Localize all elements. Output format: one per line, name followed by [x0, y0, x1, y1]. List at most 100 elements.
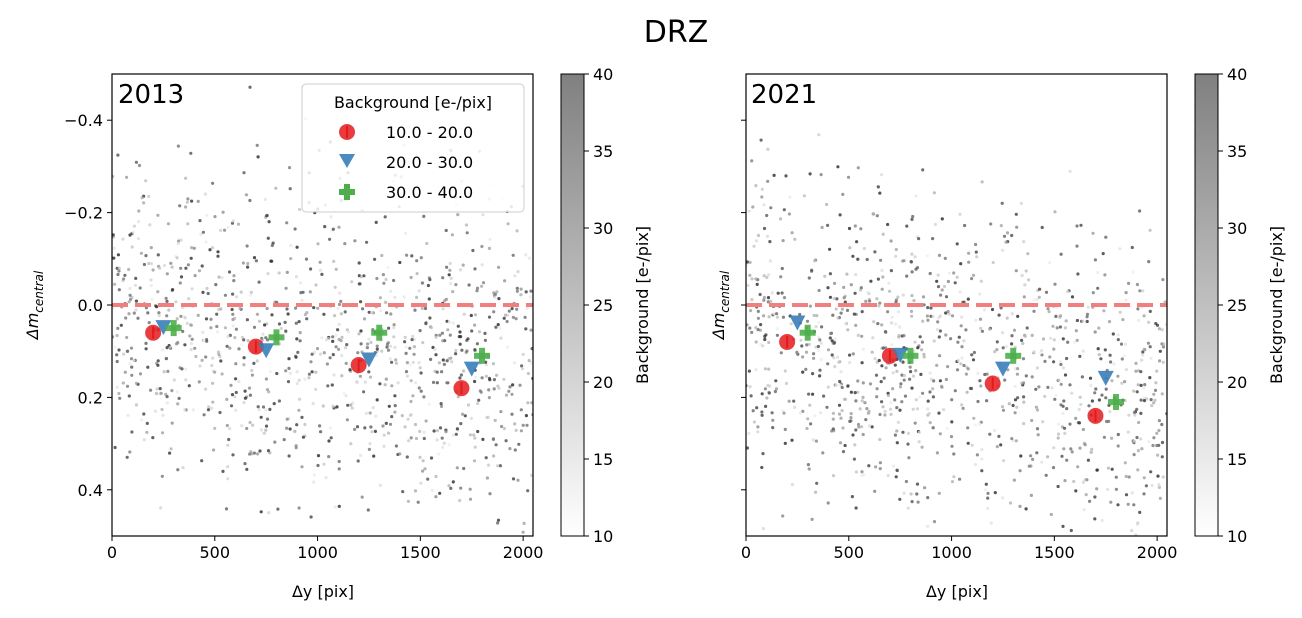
scatter-point — [1035, 408, 1040, 412]
scatter-point — [997, 434, 1001, 438]
scatter-point — [875, 214, 879, 218]
scatter-point — [309, 360, 313, 364]
scatter-point — [931, 426, 935, 430]
scatter-point — [179, 314, 183, 318]
scatter-point — [754, 239, 759, 243]
scatter-point — [760, 465, 764, 470]
scatter-point — [1001, 248, 1005, 252]
scatter-point — [1136, 383, 1140, 387]
scatter-point — [938, 329, 943, 333]
scatter-point — [971, 358, 976, 362]
scatter-point — [752, 420, 757, 424]
scatter-point — [251, 423, 255, 427]
scatter-point — [390, 384, 394, 388]
bin-marker-circle — [1087, 407, 1104, 424]
scatter-point — [116, 272, 120, 277]
scatter-point — [245, 318, 249, 322]
scatter-point — [267, 390, 271, 394]
scatter-point — [1068, 422, 1072, 426]
scatter-point — [854, 470, 859, 474]
scatter-point — [946, 279, 951, 284]
scatter-point — [847, 226, 852, 231]
scatter-point — [1149, 398, 1153, 402]
scatter-point — [277, 399, 281, 403]
scatter-point — [112, 233, 115, 237]
scatter-point — [809, 422, 813, 426]
scatter-point — [1133, 413, 1137, 417]
scatter-point — [184, 367, 188, 371]
scatter-point — [495, 464, 500, 468]
scatter-point — [1043, 359, 1047, 363]
y-tick-label: 0.4 — [78, 481, 103, 500]
scatter-point — [1090, 449, 1094, 454]
bin-marker-circle — [881, 347, 898, 364]
scatter-point — [170, 265, 174, 269]
scatter-point — [414, 436, 419, 441]
scatter-point — [216, 350, 221, 354]
scatter-point — [527, 359, 531, 363]
scatter-point — [406, 417, 410, 421]
scatter-point — [256, 155, 260, 159]
scatter-point — [422, 395, 426, 399]
scatter-point — [183, 316, 187, 320]
scatter-point — [156, 213, 160, 217]
legend-entry-blue: 20.0 - 30.0 — [339, 153, 473, 172]
scatter-point — [869, 279, 873, 283]
scatter-point — [409, 379, 413, 383]
scatter-point — [312, 473, 316, 477]
scatter-point — [270, 313, 274, 317]
scatter-point — [825, 405, 829, 409]
scatter-point — [247, 386, 252, 390]
scatter-point — [116, 253, 120, 257]
scatter-point — [295, 423, 299, 427]
scatter-point — [1035, 366, 1040, 370]
scatter-point — [136, 316, 140, 320]
scatter-point — [383, 215, 387, 219]
scatter-point — [456, 324, 460, 328]
scatter-point — [760, 392, 764, 396]
scatter-point — [1046, 307, 1050, 311]
scatter-point — [1160, 455, 1164, 459]
scatter-point — [219, 359, 223, 363]
scatter-point — [790, 482, 795, 487]
scatter-point — [1154, 381, 1158, 385]
scatter-point — [426, 477, 430, 481]
scatter-point — [287, 166, 292, 170]
scatter-point — [1023, 334, 1027, 338]
scatter-point — [872, 320, 876, 324]
scatter-point — [874, 373, 879, 377]
scatter-point — [230, 307, 234, 312]
scatter-point — [275, 371, 279, 376]
scatter-point — [854, 506, 858, 510]
scatter-point — [817, 288, 821, 293]
scatter-point — [747, 209, 751, 213]
colorbar-label: Background [e-/pix] — [1267, 226, 1286, 384]
scatter-point — [293, 429, 297, 433]
scatter-point — [123, 273, 127, 277]
scatter-point — [848, 361, 852, 365]
scatter-point — [310, 352, 314, 356]
scatter-point — [178, 204, 182, 208]
scatter-point — [434, 353, 438, 357]
scatter-point — [1142, 347, 1146, 351]
scatter-point — [484, 363, 488, 367]
scatter-point — [1075, 224, 1079, 228]
scatter-point — [322, 312, 326, 316]
scatter-point — [911, 407, 915, 411]
scatter-point — [268, 451, 272, 455]
scatter-point — [216, 254, 220, 258]
scatter-point — [404, 351, 408, 355]
scatter-point — [1127, 475, 1131, 479]
scatter-point — [899, 382, 903, 386]
scatter-point — [1079, 223, 1083, 227]
scatter-point — [209, 326, 213, 330]
scatter-point — [398, 452, 402, 456]
scatter-point — [411, 334, 415, 338]
scatter-point — [248, 85, 252, 89]
scatter-point — [914, 369, 918, 373]
scatter-point — [118, 396, 122, 400]
scatter-point — [913, 421, 917, 425]
scatter-point — [1109, 500, 1113, 504]
scatter-point — [1160, 422, 1164, 427]
scatter-point — [503, 279, 507, 283]
